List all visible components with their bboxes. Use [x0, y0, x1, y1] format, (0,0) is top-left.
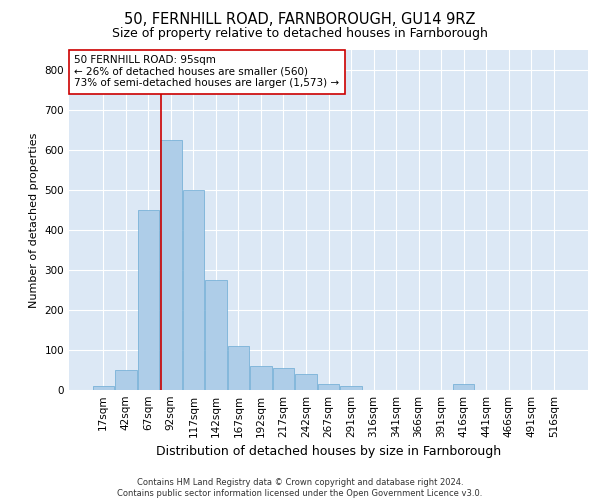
Bar [273, 368, 294, 390]
Text: Size of property relative to detached houses in Farnborough: Size of property relative to detached ho… [112, 28, 488, 40]
Bar [295, 374, 317, 390]
Text: Contains HM Land Registry data © Crown copyright and database right 2024.
Contai: Contains HM Land Registry data © Crown c… [118, 478, 482, 498]
Bar [137, 210, 159, 390]
Bar [160, 140, 182, 390]
Bar [182, 190, 204, 390]
Y-axis label: Number of detached properties: Number of detached properties [29, 132, 39, 308]
Text: 50 FERNHILL ROAD: 95sqm
← 26% of detached houses are smaller (560)
73% of semi-d: 50 FERNHILL ROAD: 95sqm ← 26% of detache… [74, 55, 340, 88]
Bar [115, 370, 137, 390]
Bar [453, 384, 475, 390]
Text: 50, FERNHILL ROAD, FARNBOROUGH, GU14 9RZ: 50, FERNHILL ROAD, FARNBOROUGH, GU14 9RZ [124, 12, 476, 28]
Bar [318, 384, 339, 390]
Bar [250, 366, 272, 390]
Bar [340, 386, 362, 390]
Bar [92, 386, 114, 390]
Bar [228, 346, 249, 390]
Bar [205, 280, 227, 390]
X-axis label: Distribution of detached houses by size in Farnborough: Distribution of detached houses by size … [156, 446, 501, 458]
